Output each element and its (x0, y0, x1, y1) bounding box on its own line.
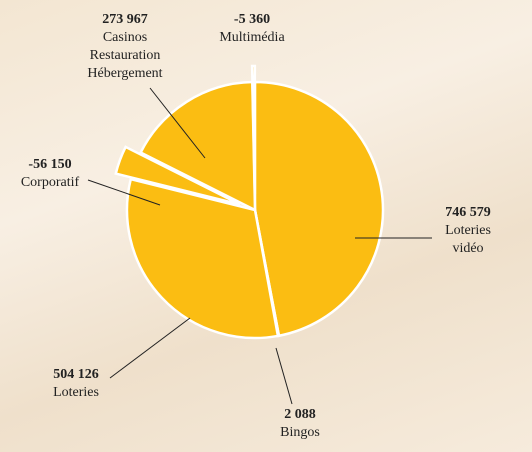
slice-value: 2 088 (284, 407, 316, 422)
slice-name: Corporatif (20, 175, 80, 190)
leader-line (109, 317, 191, 379)
pie-slice (114, 145, 241, 206)
slice-value: 273 967 (102, 12, 148, 27)
slice-value: 504 126 (53, 367, 99, 382)
slice-value: -56 150 (28, 157, 72, 172)
slice-value: -5 360 (233, 12, 271, 27)
slice-label: 2 088 Bingos (280, 406, 320, 442)
slice-label: -5 360 Multimédia (219, 11, 284, 47)
slice-label: 746 579 Loteries vidéo (436, 204, 500, 258)
slice-name: Loteries (53, 385, 99, 400)
leader-line (149, 87, 206, 159)
leader-line (275, 347, 293, 405)
slice-label: -56 150 Corporatif (21, 156, 79, 192)
slice-name: Loteries vidéo (445, 223, 491, 256)
slice-value: 746 579 (445, 205, 491, 220)
slice-label: 504 126 Loteries (53, 366, 99, 402)
pie-slice (250, 64, 257, 195)
slice-name: Bingos (280, 425, 320, 440)
pie-slice (138, 80, 257, 213)
pie-slice (125, 177, 280, 340)
slice-name: Casinos Restauration Hébergement (87, 30, 163, 81)
slice-label: 273 967 Casinos Restauration Hébergement (87, 11, 162, 83)
leader-line (87, 179, 161, 206)
pie-slice (253, 80, 385, 338)
slice-name: Multimédia (219, 30, 285, 45)
